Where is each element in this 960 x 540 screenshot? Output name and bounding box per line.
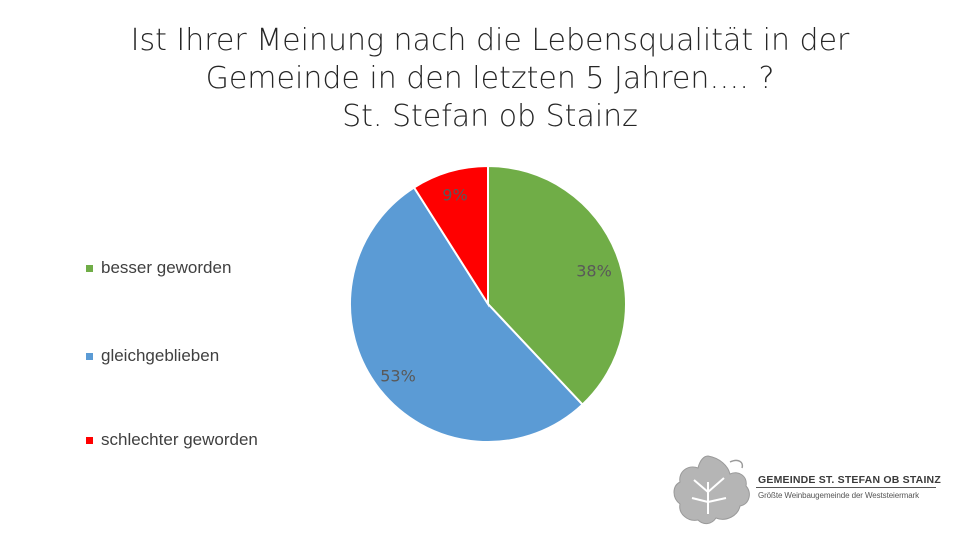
- data-label-3: 9%: [442, 186, 467, 205]
- logo-title: GEMEINDE ST. STEFAN OB STAINZ: [758, 474, 941, 486]
- legend-swatch-gleich: [86, 352, 93, 360]
- pie-slice-1: [487, 164, 627, 407]
- legend-label-besser: besser geworden: [101, 258, 232, 277]
- legend-item-schlechter: schlechter geworden: [86, 430, 258, 450]
- pie-slice-2: [349, 186, 584, 443]
- logo-subtitle: Größte Weinbaugemeinde der Weststeiermar…: [758, 491, 920, 500]
- vine-leaf-icon: [673, 455, 750, 525]
- legend-label-gleich: gleichgeblieben: [101, 346, 220, 365]
- title-line-2: Gemeinde in den letzten 5 Jahren…. ?: [205, 61, 775, 96]
- logo-divider: [756, 487, 936, 488]
- chart-title: Ist Ihrer Meinung nach die Lebensqualitä…: [80, 22, 900, 136]
- legend-item-gleich: gleichgeblieben: [86, 346, 219, 366]
- legend-item-besser: besser geworden: [86, 258, 231, 278]
- title-line-1: Ist Ihrer Meinung nach die Lebensqualitä…: [130, 23, 850, 58]
- legend-swatch-besser: [86, 264, 93, 272]
- legend-label-schlechter: schlechter geworden: [101, 430, 258, 449]
- municipality-logo: GEMEINDE ST. STEFAN OB STAINZ Größte Wei…: [668, 452, 941, 526]
- legend-swatch-schlechter: [86, 436, 93, 444]
- data-label-2: 53%: [380, 367, 416, 386]
- pie-slice-3: [412, 164, 489, 308]
- data-label-1: 38%: [576, 262, 612, 281]
- title-line-3: St. Stefan ob Stainz: [342, 99, 638, 134]
